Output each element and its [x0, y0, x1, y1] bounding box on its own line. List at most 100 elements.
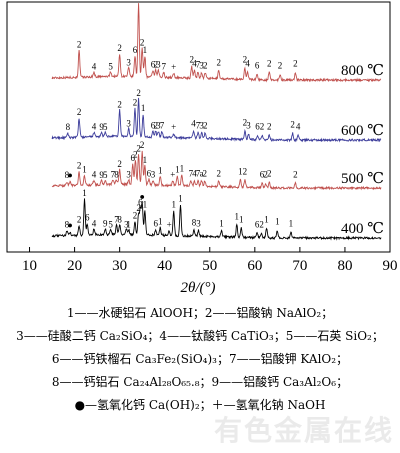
- peak-label: 1: [178, 194, 183, 204]
- peak-label: 2: [189, 55, 194, 65]
- peak-label: 6: [260, 169, 265, 179]
- peak-label: 7: [114, 215, 119, 225]
- peak-label: 4: [191, 118, 196, 128]
- peak-label: 1: [171, 199, 176, 209]
- peak-label: 2: [243, 166, 248, 176]
- peak-label: 8: [65, 170, 70, 180]
- peak-label: 2: [203, 60, 208, 70]
- peak-label: 1: [264, 215, 269, 225]
- peak-label: 1: [235, 212, 240, 222]
- x-axis-label: 2θ/(°): [180, 280, 215, 296]
- peak-label: 8: [117, 215, 122, 225]
- peak-label: 8: [66, 122, 71, 132]
- x-tick-label: 10: [22, 258, 37, 274]
- peak-label: 1: [126, 219, 131, 229]
- plot-frame: [6, 1, 391, 253]
- peak-label: 4: [92, 61, 97, 71]
- series-line: [51, 3, 382, 83]
- peak-label: ●: [67, 170, 72, 180]
- peak-label: 8: [114, 169, 119, 179]
- peak-label: +: [170, 169, 175, 179]
- peak-label: 6: [151, 120, 156, 130]
- x-tick-label: 20: [67, 258, 82, 274]
- peak-label: 1: [143, 45, 148, 55]
- peak-label: 7: [160, 120, 165, 130]
- peak-label: 9: [103, 218, 108, 228]
- peak-label: 1: [238, 166, 243, 176]
- peak-label: 2: [140, 38, 145, 48]
- peak-label: 2: [260, 121, 265, 131]
- series-line: [51, 150, 382, 191]
- peak-label: 2: [290, 119, 295, 129]
- peak-label: 2: [136, 203, 141, 213]
- peak-label: 3: [246, 120, 251, 130]
- peak-label: 6: [85, 213, 90, 223]
- x-tick-label: 30: [112, 258, 127, 274]
- x-tick-label: 70: [292, 258, 307, 274]
- peak-label: 2: [259, 219, 264, 229]
- peak-label: 1: [141, 103, 146, 113]
- x-axis: 10 20 30 40 50 60 70 80 90: [22, 247, 398, 274]
- peak-label: 2: [153, 120, 158, 130]
- legend-line-2: 3——硅酸二钙 Ca₂SiO₄；4——钛酸钙 CaTiO₃；5——石英 SiO₂…: [16, 329, 384, 343]
- peak-label: 3: [126, 169, 131, 179]
- peak-label: 2: [153, 59, 158, 69]
- peak-label: 4: [92, 121, 97, 131]
- peak-label: 1: [289, 218, 294, 228]
- x-tick-label: 60: [247, 258, 262, 274]
- series-label: 600 ℃: [341, 123, 384, 139]
- peak-label: 2: [133, 211, 138, 221]
- peak-label: 2: [293, 169, 298, 179]
- peak-label: 3: [196, 218, 201, 228]
- peak-label: 1: [275, 216, 280, 226]
- peak-label: 7: [162, 61, 167, 71]
- peak-label: 5: [108, 219, 113, 229]
- peak-label: 7: [196, 120, 201, 130]
- peak-label: 1: [175, 165, 180, 175]
- peak-label: 5: [103, 122, 108, 132]
- peak-label: a: [200, 168, 204, 178]
- peak-label: 6: [255, 121, 260, 131]
- peak-label: 2: [77, 161, 82, 171]
- peak-label: 1: [82, 165, 87, 175]
- peak-label: 2: [278, 60, 283, 70]
- peak-label: 3: [124, 219, 129, 229]
- legend-line-4: 8——钙铝石 Ca₂₄Al₂₈O₆₅.₈；9——铝酸钙 Ca₃Al₂O₆；: [51, 375, 349, 389]
- peak-label: 2: [267, 168, 272, 178]
- peak-label: 2: [203, 168, 208, 178]
- legend-line-3: 6——钙铁榴石 Ca₃Fe₂(SiO₄)₃；7——铝酸钾 KAlO₂；: [51, 352, 349, 366]
- peak-label: 5: [108, 61, 113, 71]
- peak-label: 2: [217, 57, 222, 67]
- peak-label: 2: [117, 43, 122, 53]
- peak-label: 6: [151, 59, 156, 69]
- peak-label: 7: [196, 59, 201, 69]
- peak-label: 6: [153, 218, 158, 228]
- peak-label: 4: [92, 218, 97, 228]
- watermark: 有色金属在线: [213, 414, 394, 447]
- peak-label: 5: [103, 170, 108, 180]
- peak-label: 3: [199, 120, 204, 130]
- peak-label: 2: [117, 99, 122, 109]
- peak-label: 2: [77, 107, 82, 117]
- peak-label: 6: [133, 45, 138, 55]
- peak-label: 7: [196, 168, 201, 178]
- x-tick-label: 50: [202, 258, 217, 274]
- peak-label: 1: [180, 164, 185, 174]
- peak-label: 8: [65, 219, 70, 229]
- peak-label: 6: [130, 153, 135, 163]
- peak-label: 2: [77, 215, 82, 225]
- peak-label: 1: [158, 165, 163, 175]
- peak-label: 7: [111, 169, 116, 179]
- legend-line-1: 1——水硬铝石 AlOOH；2——铝酸钠 NaAlO₂；: [66, 306, 334, 320]
- peak-label: 4: [245, 58, 250, 68]
- peak-label: 3: [126, 118, 131, 128]
- peak-label: +: [167, 219, 172, 229]
- peak-label: 2: [140, 140, 145, 150]
- peak-label: 3: [156, 59, 161, 69]
- legend: 1——水硬铝石 AlOOH；2——铝酸钠 NaAlO₂； 3——硅酸二钙 Ca₂…: [0, 302, 400, 417]
- peak-label: 3: [126, 57, 131, 67]
- peak-label: 7: [189, 168, 194, 178]
- peak-label: 3: [156, 120, 161, 130]
